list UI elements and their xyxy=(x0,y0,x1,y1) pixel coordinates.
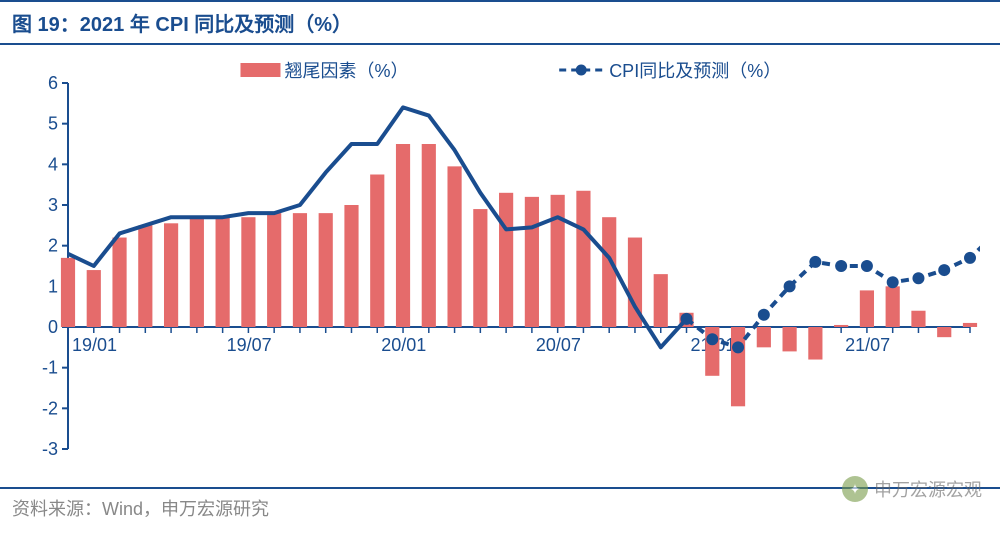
chart-container: -3-2-1012345619/0119/0720/0120/0721/0121… xyxy=(20,53,980,483)
svg-text:5: 5 xyxy=(48,114,58,134)
svg-text:翘尾因素（%）: 翘尾因素（%） xyxy=(284,61,408,81)
svg-text:21/07: 21/07 xyxy=(845,335,890,355)
watermark: ✦ 申万宏源宏观 xyxy=(842,476,982,502)
chart-svg: -3-2-1012345619/0119/0720/0120/0721/0121… xyxy=(20,53,980,483)
svg-text:-2: -2 xyxy=(42,398,58,418)
svg-text:19/07: 19/07 xyxy=(227,335,272,355)
svg-text:0: 0 xyxy=(48,317,58,337)
wechat-icon: ✦ xyxy=(842,476,868,502)
svg-text:20/07: 20/07 xyxy=(536,335,581,355)
svg-text:20/01: 20/01 xyxy=(381,335,426,355)
svg-text:-3: -3 xyxy=(42,439,58,459)
svg-text:CPI同比及预测（%）: CPI同比及预测（%） xyxy=(609,61,781,81)
watermark-text: 申万宏源宏观 xyxy=(874,476,982,502)
chart-title: 图 19：2021 年 CPI 同比及预测（%） xyxy=(0,0,1000,45)
svg-text:3: 3 xyxy=(48,195,58,215)
svg-text:1: 1 xyxy=(48,276,58,296)
svg-text:19/01: 19/01 xyxy=(72,335,117,355)
svg-text:6: 6 xyxy=(48,73,58,93)
svg-text:-1: -1 xyxy=(42,358,58,378)
svg-text:2: 2 xyxy=(48,236,58,256)
svg-text:4: 4 xyxy=(48,154,58,174)
